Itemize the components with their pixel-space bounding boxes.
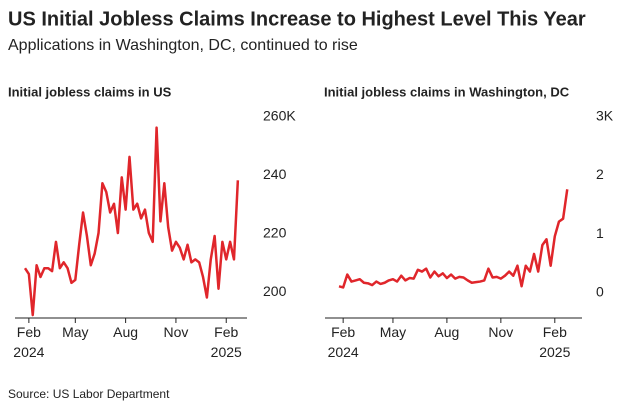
line: [338, 189, 569, 289]
x-tick-label: Feb 2024: [13, 324, 45, 360]
x-tick-label: May: [62, 324, 89, 340]
page-title: US Initial Jobless Claims Increase to Hi…: [8, 8, 586, 30]
line: [23, 126, 240, 317]
page-subtitle: Applications in Washington, DC, continue…: [8, 37, 358, 54]
x-tick-label: Nov: [163, 324, 189, 340]
x-tick-label: May: [379, 324, 407, 340]
y-tick-label: 240: [263, 166, 287, 182]
panel-title: Initial jobless claims in US: [8, 84, 172, 99]
x-tick-label: Aug: [113, 324, 139, 340]
x-tick-label: Feb 2024: [327, 324, 359, 360]
y-tick-label: 1: [596, 225, 604, 241]
y-tick-label: 220: [263, 225, 287, 241]
x-tick-label: Feb 2025: [210, 324, 242, 360]
y-tick-label: 3K: [596, 107, 614, 123]
x-tick-label: Nov: [488, 324, 514, 340]
y-tick-label: 260K: [263, 107, 296, 123]
y-tick-label: 200: [263, 283, 287, 299]
source: Source: US Labor Department: [8, 387, 170, 401]
y-tick-label: 0: [596, 284, 604, 300]
x-tick-label: Feb 2025: [539, 324, 571, 360]
y-tick-label: 2: [596, 166, 604, 182]
x-tick-label: Aug: [434, 324, 460, 340]
panel-title: Initial jobless claims in Washington, DC: [324, 84, 570, 99]
